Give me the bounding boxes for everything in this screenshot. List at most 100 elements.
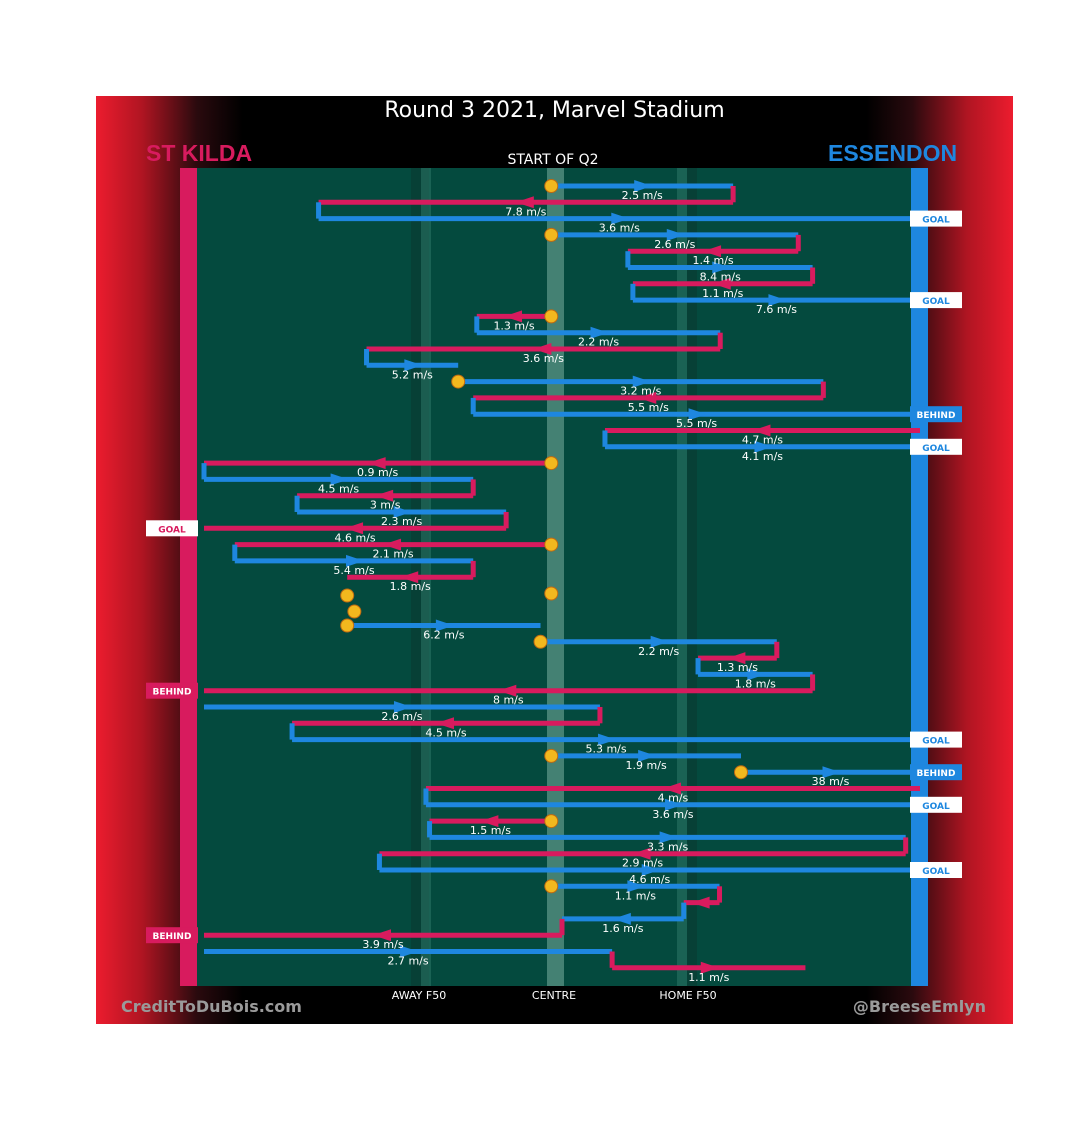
speed-label: 7.8 m/s	[505, 205, 546, 218]
chain-arrow	[515, 196, 534, 209]
chain-chart: 2.5 m/s 7.8 m/s 3.6 m/s GOAL 2.6 m/s 1.4 m/s 8…	[146, 168, 962, 986]
outcome-badge-behind	[910, 406, 962, 423]
speed-label: 1.3 m/s	[493, 319, 534, 332]
speed-label: 3.3 m/s	[647, 840, 688, 853]
chain-arrow	[393, 506, 412, 518]
speed-label: 5.5 m/s	[676, 417, 717, 430]
essendon-goal-line	[911, 168, 928, 986]
chain-arrow	[480, 815, 499, 828]
speed-label: 5.2 m/s	[392, 368, 433, 381]
chain-arrow	[375, 489, 394, 502]
chain-arrow	[638, 391, 657, 404]
centre-bounce-marker	[544, 814, 559, 829]
x-tick-home-f50: HOME F50	[659, 989, 717, 1002]
outcome-badge-behind	[146, 927, 198, 944]
speed-label: 4.5 m/s	[318, 482, 359, 495]
chain-arrow	[498, 684, 517, 697]
speed-label: 8.4 m/s	[700, 271, 741, 284]
chain-arrow	[703, 245, 722, 258]
outcome-label: BEHIND	[917, 411, 956, 421]
chain-arrow	[822, 766, 841, 779]
centre-bounce-marker	[340, 618, 355, 633]
chain-arrow	[627, 880, 646, 893]
chain-arrow	[533, 343, 552, 355]
speed-label: 4.7 m/s	[742, 434, 783, 447]
outcome-badge-goal	[910, 731, 962, 748]
centre-bounce-marker	[544, 309, 559, 324]
speed-label: 5.4 m/s	[333, 564, 374, 577]
outcome-label: BEHIND	[153, 932, 192, 942]
chain-arrow	[400, 571, 419, 584]
chain-arrow	[666, 228, 685, 241]
speed-label: 1.9 m/s	[626, 759, 667, 772]
centre-bounce-marker	[544, 748, 559, 763]
chain-arrow	[367, 457, 386, 470]
chain-arrow	[400, 945, 419, 958]
centre-bounce-marker	[544, 537, 559, 552]
speed-label: 1.1 m/s	[615, 889, 656, 902]
chain-arrow	[404, 359, 423, 372]
chart-title: Round 3 2021, Marvel Stadium	[384, 98, 725, 123]
outcome-label: GOAL	[922, 444, 950, 454]
speed-label: 2.5 m/s	[622, 189, 663, 202]
centre-bounce-marker	[544, 227, 559, 242]
outcome-label: BEHIND	[153, 688, 192, 698]
speed-label: 1.1 m/s	[688, 971, 729, 984]
speed-label: 3.6 m/s	[523, 352, 564, 365]
legend-st-kilda: ST KILDA	[146, 140, 253, 166]
chain-arrow	[436, 717, 455, 730]
chain-arrow	[504, 310, 523, 323]
speed-label: 3.2 m/s	[620, 385, 661, 398]
chain-arrow	[435, 619, 454, 632]
chain-arrow	[373, 929, 391, 942]
speed-label: 4.6 m/s	[629, 873, 670, 886]
chain-arrow	[393, 701, 412, 713]
chain-arrow	[650, 635, 669, 648]
chain-arrow	[590, 326, 609, 339]
centre-bounce-marker	[347, 604, 362, 619]
centre-bounce-marker	[544, 586, 559, 601]
outcome-badge-behind	[146, 682, 198, 699]
outcome-badge-goal	[910, 210, 962, 227]
chain-arrow	[752, 424, 771, 437]
speed-label: 3.6 m/s	[652, 808, 693, 821]
chain-arrow	[641, 864, 660, 876]
chain-arrow	[632, 375, 651, 388]
chain-arrow	[700, 961, 719, 974]
chain-arrow	[383, 538, 402, 551]
outcome-badge-goal	[910, 862, 962, 878]
outcome-label: GOAL	[922, 802, 950, 812]
chain-arrow	[688, 408, 707, 421]
outcome-label: GOAL	[158, 525, 186, 535]
chain-arrow	[664, 798, 683, 811]
chain-arrow	[612, 912, 631, 925]
outcome-label: GOAL	[922, 867, 950, 877]
outcome-label: GOAL	[922, 297, 950, 307]
centre-bounce-marker	[533, 634, 548, 649]
home-f50-line	[677, 168, 687, 986]
speed-label: 2.9 m/s	[622, 857, 663, 870]
credit-left: CreditToDuBois.com	[121, 997, 302, 1016]
speed-label: 1.8 m/s	[735, 677, 776, 690]
speed-label: 2.6 m/s	[654, 238, 695, 251]
speed-label: 2.2 m/s	[638, 645, 679, 658]
speed-label: 4.1 m/s	[742, 450, 783, 463]
outcome-label: GOAL	[922, 737, 950, 747]
speed-label: 3 m/s	[370, 499, 401, 512]
centre-lane	[547, 168, 564, 986]
speed-label: 2.1 m/s	[372, 548, 413, 561]
chain-arrow	[638, 749, 657, 762]
speed-label: 5.3 m/s	[585, 743, 626, 756]
speed-label: 8 m/s	[493, 694, 524, 707]
speed-label: 1.1 m/s	[702, 287, 743, 300]
centre-bounce-marker	[544, 456, 559, 471]
chain-arrow	[632, 847, 651, 860]
speed-label: 1.4 m/s	[692, 254, 733, 267]
credit-right: @BreeseEmlyn	[852, 997, 986, 1016]
chain-arrow	[634, 180, 653, 192]
outcome-badge-behind	[910, 764, 962, 781]
chain-arrow	[768, 294, 787, 307]
centre-bounce-marker	[451, 374, 466, 389]
chain-arrow	[659, 831, 678, 844]
speed-label: 4.5 m/s	[425, 726, 466, 739]
